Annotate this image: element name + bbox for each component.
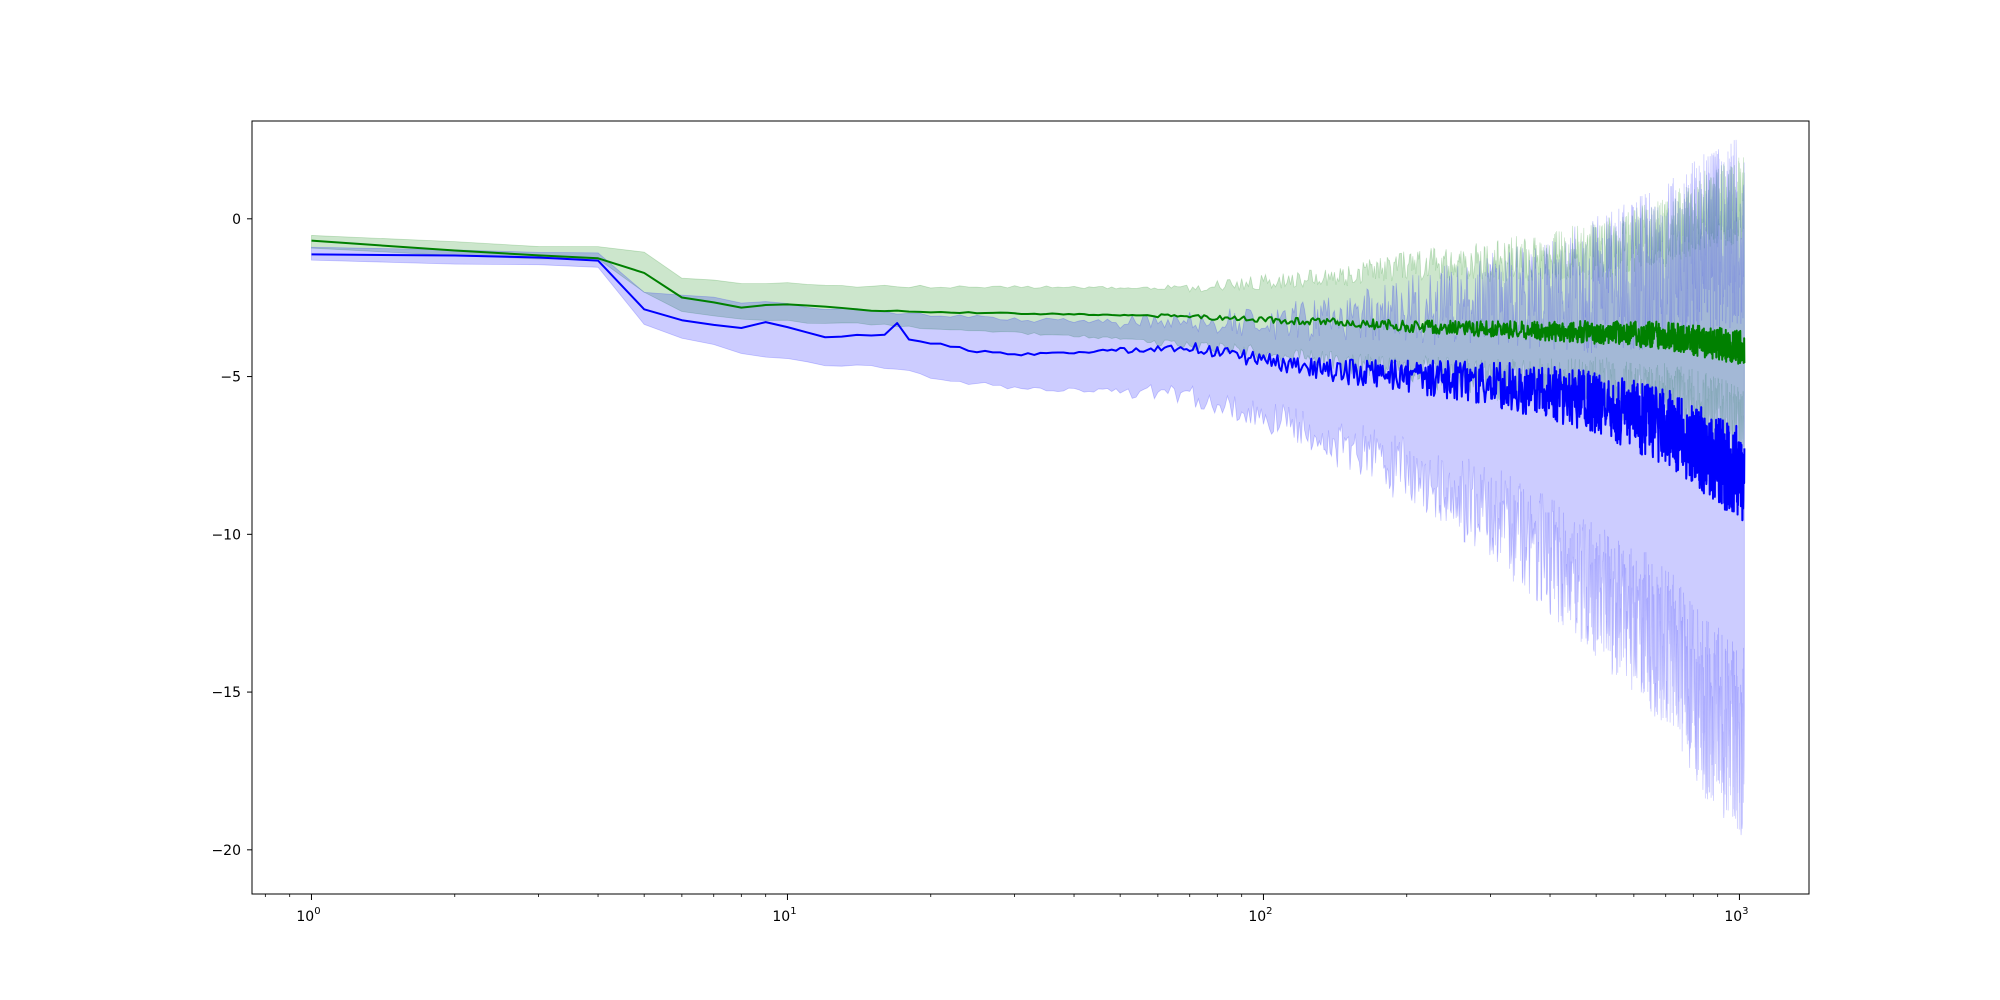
x-tick-label: 101 — [772, 906, 796, 925]
y-tick-label: −10 — [211, 527, 241, 543]
x-tick-label: 100 — [296, 906, 320, 925]
x-tick-label: 102 — [1248, 906, 1272, 925]
y-tick-label: −5 — [220, 370, 241, 386]
axes-frame — [251, 120, 1810, 895]
series-0-mean-line — [311, 239, 1746, 365]
plot-area — [311, 139, 1746, 836]
y-tick-label: 0 — [232, 212, 241, 228]
series-1-confidence-band — [311, 139, 1745, 836]
x-tick-label: 103 — [1724, 906, 1748, 925]
series-1-mean-line — [311, 253, 1746, 522]
axis-ticks: 0 −5 −10 −15 −20 100 101 102 103 — [211, 212, 1748, 925]
y-tick-label: −20 — [211, 843, 241, 859]
y-tick-label: −15 — [211, 685, 241, 701]
